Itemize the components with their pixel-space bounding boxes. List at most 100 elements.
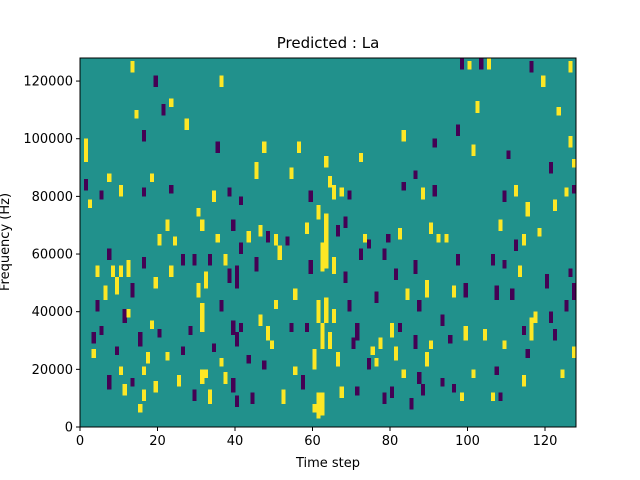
y-axis: 0 20000 40000 60000 80000 100000 120000 [23,75,80,436]
heatmap-cell [122,308,127,324]
heatmap-cell [506,150,511,159]
heatmap-cell [413,334,418,350]
y-tick-label: 120000 [23,75,73,90]
heatmap-cell [502,340,507,350]
heatmap-cell [103,285,108,301]
x-tick-label: 120 [533,434,558,449]
heatmap-cell [126,308,131,318]
heatmap-cell [440,314,445,327]
heatmap-cell [219,75,224,87]
heatmap-cell [91,349,96,358]
heatmap-cell [343,271,348,283]
heatmap-cell [568,268,573,278]
heatmap-cell [130,60,135,73]
heatmap-cell [107,375,112,390]
heatmap-cell [448,334,453,344]
heatmap-cell [386,233,391,243]
heatmap-cell [262,141,267,154]
heatmap-cell [328,331,333,350]
heatmap-cell [293,366,298,376]
heatmap-cell [355,386,360,396]
heatmap-cell [227,187,232,197]
heatmap-cell [149,173,154,182]
heatmap-cell [556,107,561,116]
heatmap-cell [335,352,340,367]
heatmap-cell [254,161,259,180]
heatmap-cell [215,233,220,243]
heatmap-cell [483,328,488,341]
x-axis-label: Time step [295,456,360,471]
heatmap-cell [308,259,313,275]
heatmap-cell [432,138,437,148]
heatmap-cell [521,326,526,335]
heatmap-cell [568,135,573,148]
heatmap-cell [126,259,131,278]
heatmap-cell [223,372,228,384]
heatmap-cell [153,380,158,393]
heatmap-cell [149,320,154,329]
heatmap-cell [320,242,325,272]
heatmap-cell [111,265,116,278]
heatmap-cell [238,196,244,206]
y-tick-label: 40000 [32,305,73,320]
heatmap-cell [188,326,193,335]
heatmap-cell [231,320,236,335]
heatmap-cell [320,392,325,416]
heatmap-cell [401,369,406,378]
heatmap-cell [266,326,271,341]
heatmap-cell [568,60,573,73]
heatmap-cell [452,285,457,298]
heatmap-cell [428,340,433,350]
heatmap-cell [304,323,309,332]
heatmap-cell [180,346,185,355]
heatmap-cell [541,75,546,87]
heatmap-cell [355,323,360,341]
heatmap-cell [572,184,577,194]
heatmap-cell [529,317,534,341]
heatmap-cell [436,233,441,243]
heatmap-cell [421,187,426,200]
heatmap-cell [83,179,89,191]
heatmap-cell [331,308,337,324]
heatmap-cell [293,288,298,301]
heatmap-cell [428,222,433,234]
heatmap-cell [494,366,499,376]
heatmap-cell [320,323,325,350]
heatmap-cell [153,277,158,289]
heatmap-cell [417,372,422,384]
heatmap-cell [521,233,526,246]
heatmap-cell [316,205,321,220]
heatmap-cell [145,352,151,364]
heatmap-cell [390,323,395,338]
heatmap-cell [95,265,100,278]
heatmap-cell [312,349,317,370]
heatmap-cell [486,58,492,70]
heatmap-cell [281,389,286,404]
heatmap-cell [413,170,418,180]
heatmap-cell [142,130,147,142]
heatmap-cell [471,144,476,157]
heatmap-cell [192,254,197,266]
heatmap-cell [258,314,263,327]
heatmap-cell [277,245,282,260]
x-tick-label: 60 [304,434,321,449]
x-tick-label: 20 [149,434,166,449]
heatmap-cell [211,190,216,203]
heatmap-cell [258,225,263,237]
heatmap-cell [397,323,402,332]
heatmap-cell [382,248,387,260]
heatmap-cell [138,331,143,347]
heatmap-cell [114,277,120,295]
heatmap-cell [246,230,251,243]
heatmap-cell [362,233,368,243]
heatmap-cell [142,256,147,269]
heatmap-cell [440,377,445,387]
heatmap-cell [169,265,174,278]
heatmap-cell [335,225,340,237]
heatmap-cell [246,354,251,364]
heatmap-cell [463,282,468,298]
heatmap-cell [211,343,216,353]
heatmap-cell [339,386,344,399]
heatmap-cell [231,377,236,393]
